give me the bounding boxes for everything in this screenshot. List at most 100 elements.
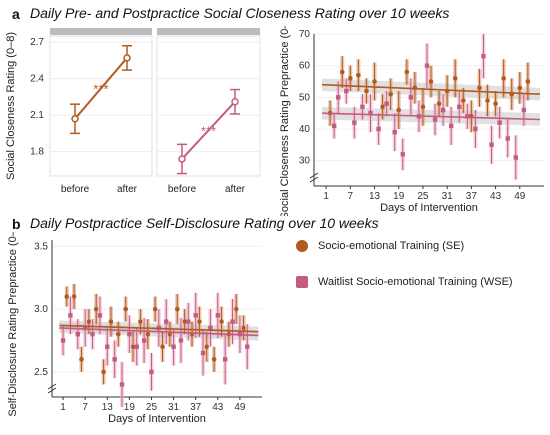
- data-point: [71, 294, 77, 299]
- data-point: [368, 110, 373, 116]
- axis-break: [309, 176, 319, 183]
- x-tick-label: 19: [393, 191, 405, 202]
- data-point: [182, 319, 187, 324]
- x-tick-label: 43: [490, 191, 502, 202]
- data-point: [493, 101, 498, 106]
- panel-b-title: Daily Postpractice Self-Disclosure Ratin…: [30, 215, 379, 231]
- data-point: [376, 126, 381, 132]
- x-tick-label: 7: [82, 402, 88, 413]
- axis-break: [47, 387, 57, 394]
- x-tick-label: 25: [146, 402, 158, 413]
- x-axis-label: Days of Intervention: [380, 202, 478, 214]
- data-point: [424, 63, 430, 68]
- facet-panel: [49, 35, 153, 177]
- data-point: [86, 319, 92, 324]
- facet-panel: [156, 35, 261, 177]
- x-tick-label: after: [117, 184, 138, 195]
- data-point: [93, 306, 99, 312]
- facet-strip: [157, 28, 260, 35]
- x-tick-label: 13: [369, 191, 381, 202]
- y-tick-label: 1.8: [30, 147, 44, 158]
- data-point: [485, 98, 490, 103]
- y-tick-label: 2.1: [30, 110, 44, 121]
- data-point: [60, 338, 66, 343]
- trend-line: [322, 112, 540, 121]
- data-point: [127, 332, 132, 337]
- x-tick-label: 49: [514, 191, 526, 202]
- data-point: [348, 76, 353, 81]
- y-axis-label: Social Closeness Rating (0–8): [5, 32, 17, 180]
- data-point: [372, 79, 377, 84]
- data-point: [178, 155, 186, 163]
- data-point: [392, 129, 397, 135]
- data-point: [428, 79, 434, 84]
- data-point: [204, 344, 210, 350]
- data-point: [200, 350, 206, 356]
- data-point: [245, 344, 250, 349]
- series-line: [74, 57, 128, 120]
- legend-item-se: Socio-emotional Training (SE): [296, 236, 513, 256]
- data-point: [130, 344, 136, 350]
- x-tick-label: 19: [124, 402, 136, 413]
- self-disclosure-chart: 2.5 3.0 3.5 1 7 13 19 25 31 37 43 49 Days of Interve…: [7, 232, 262, 425]
- data-point: [123, 54, 131, 62]
- facet-strip: [50, 28, 152, 35]
- axis-break: [309, 172, 319, 179]
- data-point: [360, 104, 365, 110]
- y-axis-label: Self-Disclosure Rating Prepractice (0–4): [7, 232, 19, 417]
- legend-swatch-se: [296, 240, 308, 252]
- series-line: [181, 101, 236, 160]
- x-tick-label: 7: [348, 191, 354, 202]
- legend-label-wse: Waitlist Socio-emotional Training (WSE): [318, 276, 513, 288]
- data-point: [501, 76, 506, 81]
- x-tick-label: 49: [234, 402, 246, 413]
- data-point: [82, 325, 88, 331]
- data-point: [231, 97, 239, 106]
- y-tick-label: 40: [299, 124, 311, 135]
- data-point: [164, 319, 169, 324]
- data-point: [436, 101, 442, 106]
- data-point: [123, 306, 128, 312]
- data-point: [404, 69, 410, 75]
- data-point: [145, 331, 151, 337]
- x-tick-label: 31: [168, 402, 180, 413]
- data-point: [105, 344, 110, 349]
- trend-line: [59, 327, 259, 337]
- x-tick-label: 31: [442, 191, 454, 202]
- data-point: [208, 325, 213, 331]
- panel-a-title: Daily Pre- and Postpractice Social Close…: [30, 5, 450, 21]
- data-point: [71, 115, 79, 123]
- panel-b-letter: b: [12, 216, 21, 232]
- data-point: [452, 76, 458, 81]
- data-point: [174, 306, 180, 312]
- data-point: [352, 120, 357, 125]
- data-point: [489, 142, 494, 148]
- data-point: [211, 357, 217, 362]
- data-point: [408, 95, 414, 100]
- data-point: [152, 306, 158, 312]
- data-point: [178, 338, 184, 343]
- x-tick-label: before: [168, 184, 197, 195]
- data-point: [230, 319, 235, 324]
- data-point: [193, 313, 198, 318]
- data-point: [440, 107, 446, 113]
- axis-break: [47, 383, 57, 390]
- data-point: [64, 294, 70, 299]
- data-point: [344, 88, 349, 94]
- data-point: [388, 91, 393, 97]
- x-tick-label: 1: [323, 191, 329, 202]
- data-point: [384, 101, 389, 106]
- data-point: [233, 306, 239, 312]
- legend-item-wse: Waitlist Socio-emotional Training (WSE): [296, 272, 513, 292]
- x-tick-label: 13: [102, 402, 114, 413]
- data-point: [119, 382, 125, 387]
- x-tick-label: after: [225, 184, 246, 195]
- y-tick-label: 60: [299, 61, 311, 72]
- y-tick-label: 2.5: [34, 367, 48, 378]
- x-tick-label: before: [61, 184, 90, 195]
- pre-post-chart: Social Closeness Rating (0–8) 1.8 2.1 2.4 2.…: [5, 28, 261, 195]
- data-point: [75, 332, 80, 337]
- y-tick-label: 30: [299, 156, 311, 167]
- data-point: [477, 85, 482, 91]
- y-tick-label: 3.0: [34, 304, 48, 315]
